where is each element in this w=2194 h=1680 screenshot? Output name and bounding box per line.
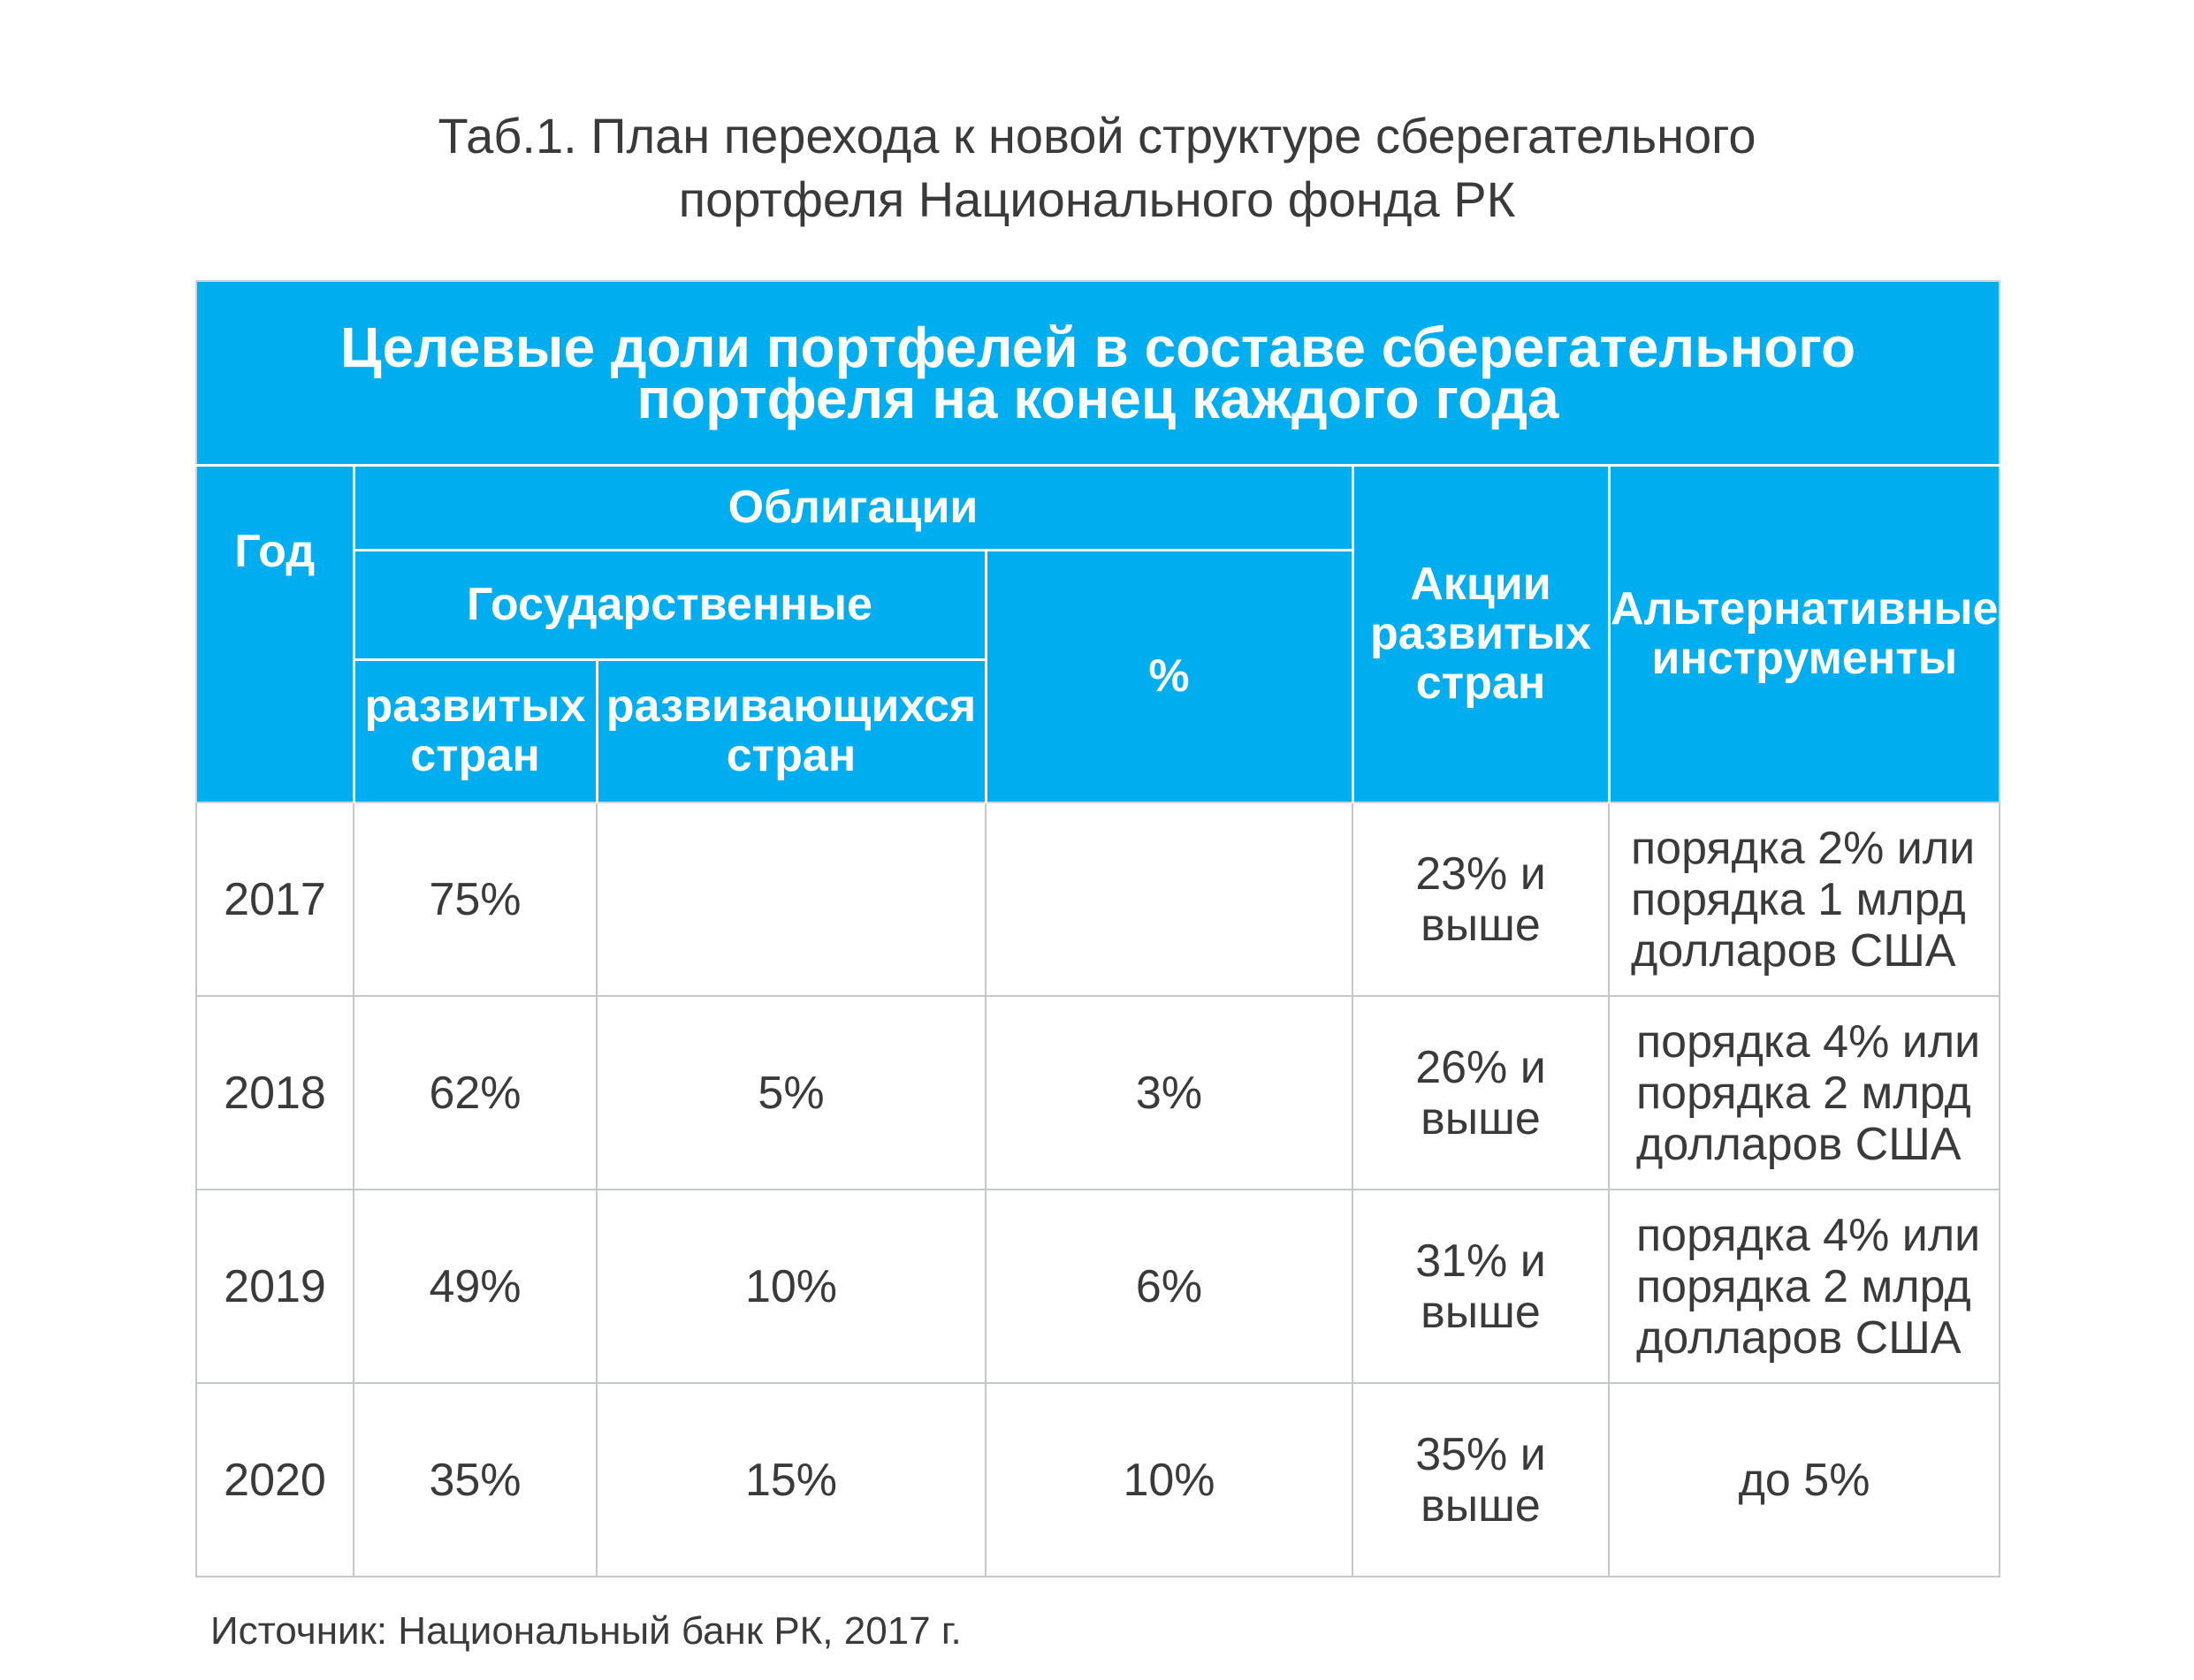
cell-alternative: порядка 2% или порядка 1 млрд долларов С… [1607,802,2001,997]
cell-stocks: 23% и выше [1352,802,1610,997]
cell-year: 2019 [195,1189,354,1384]
cell-stocks: 35% и выше [1352,1382,1610,1577]
header-developing: развивающихся стран [595,658,987,803]
caption-line-2: портфеля Национального фонда РК [678,171,1516,227]
cell-alternative: порядка 4% или порядка 2 млрд долларов С… [1607,995,2001,1190]
header-percent: % [984,548,1354,803]
cell-year: 2020 [195,1382,354,1577]
header-year: Год [195,463,355,803]
cell-percent [985,802,1353,997]
cell-year: 2018 [195,995,354,1190]
cell-stocks: 26% и выше [1352,995,1610,1190]
header-bonds: Облигации [352,463,1354,551]
caption-line-1: Таб.1. План перехода к новой структуре с… [438,108,1756,163]
table-title-line-2: портфеля на конец каждого года [636,366,1559,430]
cell-developed: 35% [353,1382,598,1577]
table-row: 2020 35% 15% 10% 35% и выше до 5% [195,1382,2001,1577]
cell-percent: 10% [985,1382,1353,1577]
cell-year: 2017 [195,802,354,997]
table-caption: Таб.1. План перехода к новой структуре с… [0,104,2194,232]
cell-developing: 15% [596,1382,987,1577]
cell-developed: 75% [353,802,598,997]
header-government: Государственные [352,548,987,661]
header-stocks: Акции развитых стран [1351,463,1611,803]
cell-developed: 49% [353,1189,598,1384]
cell-developing [596,802,987,997]
cell-developing: 5% [596,995,987,1190]
portfolio-table: Целевые доли портфелей в составе сберега… [194,280,2001,1577]
cell-percent: 3% [985,995,1353,1190]
table-title-line-1: Целевые доли портфелей в составе сберега… [339,315,1856,379]
cell-alternative: порядка 4% или порядка 2 млрд долларов С… [1607,1189,2001,1384]
cell-developing: 10% [596,1189,987,1384]
table-row: 2017 75% 23% и выше порядка 2% или поряд… [195,802,2001,997]
cell-percent: 6% [985,1189,1353,1384]
cell-stocks: 31% и выше [1352,1189,1610,1384]
table-row: 2018 62% 5% 3% 26% и выше порядка 4% или… [195,995,2001,1190]
source-note: Источник: Национальный банк РК, 2017 г. [210,1609,962,1653]
header-developed: развитых стран [352,658,598,803]
header-alternative: Альтернативные инструменты [1607,463,2001,803]
cell-alternative: до 5% [1607,1382,2001,1577]
table-row: 2019 49% 10% 6% 31% и выше порядка 4% ил… [195,1189,2001,1384]
table-title: Целевые доли портфелей в составе сберега… [194,280,2001,467]
cell-developed: 62% [353,995,598,1190]
